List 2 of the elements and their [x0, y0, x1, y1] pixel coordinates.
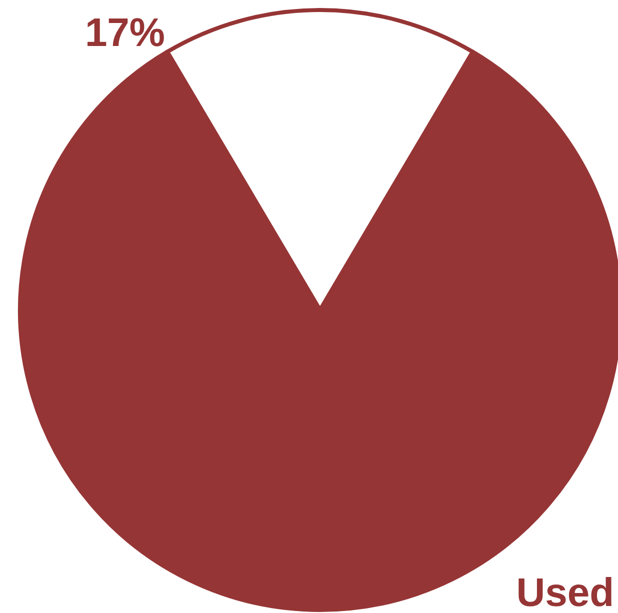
data-label: 17% — [84, 11, 165, 55]
slice-label: Used — [516, 571, 614, 613]
